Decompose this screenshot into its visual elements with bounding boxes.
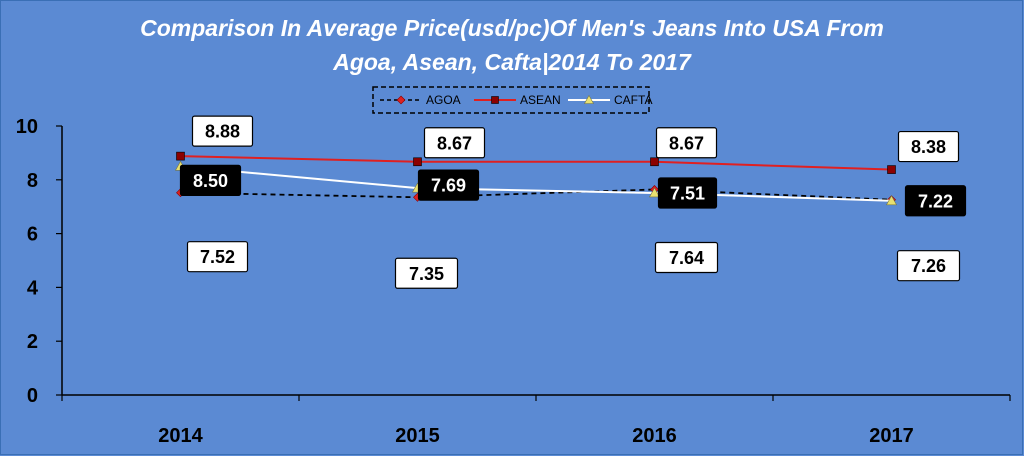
legend-marker-cafta: [583, 94, 595, 104]
y-tick-label: 4: [27, 277, 39, 299]
marker-asean: [176, 151, 185, 161]
data-label-box: [897, 130, 960, 163]
data-label-agoa: 7.26: [896, 250, 961, 282]
y-tick-label: 2: [27, 331, 38, 353]
data-label-box: [654, 241, 719, 274]
series-layer: [174, 151, 898, 206]
legend-marker-agoa: [396, 95, 406, 105]
data-label-text: 8.67: [669, 133, 704, 153]
data-label-box: [657, 177, 718, 209]
data-label-text: 8.67: [437, 133, 472, 153]
data-label-box: [896, 250, 961, 282]
y-tick-label: 6: [27, 224, 38, 246]
data-label-text: 8.88: [205, 122, 240, 142]
data-label-box: [394, 257, 459, 289]
data-label-asean: 8.38: [897, 130, 960, 163]
legend-label-asean: ASEAN: [520, 93, 561, 107]
data-label-agoa: 7.35: [394, 257, 459, 289]
x-tick-label: 2015: [395, 425, 440, 447]
legend-box: [372, 86, 650, 114]
data-label-text: 7.52: [200, 247, 235, 267]
data-label-agoa: 7.64: [654, 241, 719, 274]
data-label-box: [904, 185, 967, 217]
data-label-asean: 8.67: [423, 127, 486, 159]
data-label-box: [191, 115, 254, 147]
data-label-text: 7.22: [918, 191, 953, 211]
legend-item-agoa: AGOA: [380, 93, 461, 107]
data-label-asean: 8.67: [655, 127, 718, 159]
marker-cafta: [885, 195, 898, 206]
data-label-text: 7.35: [409, 264, 444, 284]
data-label-cafta: 7.51: [657, 177, 718, 209]
legend: AGOA ASEAN CAFTA: [372, 86, 652, 114]
axes: 0 2 4 6 8 10 2014 2015 2016 2017: [16, 116, 1011, 447]
y-tick-label: 10: [16, 116, 38, 138]
legend-item-cafta: CAFTA: [568, 93, 652, 107]
data-label-layer: 7.52 7.35 7.64 7.26 8.88 8.67 8.67 8.38 8.50 7.69…: [179, 115, 967, 289]
x-tick-label: 2014: [158, 425, 203, 447]
data-label-text: 7.69: [431, 176, 466, 196]
data-label-agoa: 7.52: [186, 241, 249, 273]
data-label-box: [186, 241, 249, 273]
x-tick-label: 2016: [632, 425, 677, 447]
data-label-cafta: 7.22: [904, 185, 967, 217]
y-tick-label: 8: [27, 170, 38, 192]
legend-label-agoa: AGOA: [426, 93, 461, 107]
marker-asean: [413, 157, 422, 167]
data-label-text: 7.51: [670, 183, 705, 203]
marker-asean: [650, 157, 659, 167]
data-label-asean: 8.88: [191, 115, 254, 147]
legend-marker-asean: [491, 96, 499, 104]
marker-asean: [887, 165, 896, 174]
chart-title-line-2: Agoa, Asean, Cafta|2014 To 2017: [332, 49, 692, 75]
data-label-box: [423, 127, 486, 159]
series-line-agoa: [180, 188, 892, 201]
series-asean: [176, 151, 896, 174]
data-label-text: 8.38: [911, 137, 946, 157]
legend-label-cafta: CAFTA: [614, 93, 652, 107]
series-line-asean: [180, 155, 892, 171]
data-label-cafta: 7.69: [417, 169, 480, 201]
data-label-text: 7.26: [911, 256, 946, 276]
data-label-text: 7.64: [669, 248, 704, 268]
marker-cafta: [648, 187, 661, 198]
chart-title-line-1: Comparison In Average Price(usd/pc)Of Me…: [140, 15, 884, 41]
data-label-box: [179, 164, 242, 196]
series-line-cafta: [180, 165, 892, 202]
x-tick-label: 2017: [869, 425, 914, 447]
data-label-box: [417, 169, 480, 201]
y-tick-label: 0: [27, 385, 38, 407]
data-label-cafta: 8.50: [179, 164, 242, 196]
data-label-box: [655, 127, 718, 159]
data-label-text: 8.50: [193, 171, 228, 191]
legend-item-asean: ASEAN: [474, 93, 561, 107]
